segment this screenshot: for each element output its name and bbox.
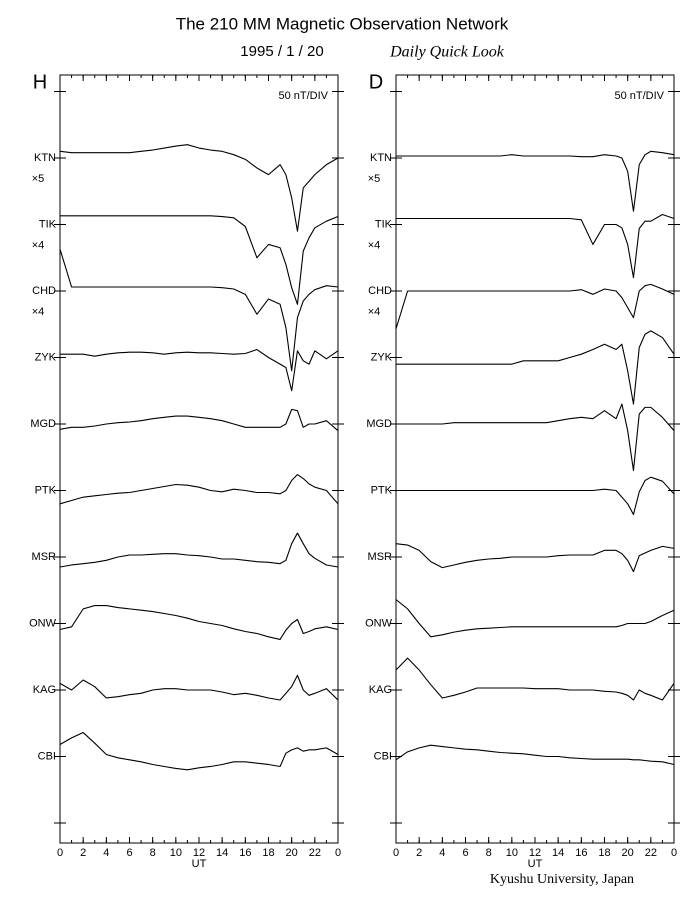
x-tick-label: 14 (216, 847, 228, 859)
x-tick-label: 0 (57, 847, 63, 859)
x-tick-label: 20 (286, 847, 298, 859)
station-label: CHD (368, 285, 392, 297)
scale-label: ×4 (32, 306, 45, 318)
trace (395, 543, 675, 573)
station-label: KAG (369, 684, 392, 696)
station-label: TIK (375, 218, 393, 230)
station-label: MSR (32, 551, 57, 563)
trace (59, 532, 339, 568)
station-label: MGD (366, 418, 392, 430)
station-label: PTK (371, 484, 393, 496)
trace (396, 330, 675, 405)
station-label: KAG (33, 684, 56, 696)
x-axis-label: UT (528, 858, 543, 870)
panel-label: H (33, 71, 47, 93)
subtitle: Daily Quick Look (389, 44, 505, 61)
date: 1995 / 1 / 20 (240, 43, 323, 60)
station-label: CHD (32, 285, 56, 297)
x-tick-label: 0 (335, 847, 341, 859)
x-tick-label: 14 (552, 847, 564, 859)
x-tick-label: 0 (671, 847, 677, 859)
x-tick-label: 2 (80, 847, 86, 859)
x-tick-label: 8 (486, 847, 492, 859)
scale-label: ×5 (368, 173, 381, 185)
scale-label: ×5 (32, 173, 45, 185)
footer: Kyushu University, Japan (490, 872, 634, 887)
trace (59, 674, 339, 701)
station-label: MSR (368, 551, 393, 563)
station-label: TIK (39, 218, 57, 230)
station-label: ONW (365, 617, 393, 629)
x-tick-label: 16 (575, 847, 587, 859)
trace (395, 744, 675, 766)
scale-note: 50 nT/DIV (614, 90, 664, 102)
x-tick-label: 18 (598, 847, 610, 859)
trace (396, 213, 675, 279)
scale-label: ×4 (32, 239, 45, 251)
trace (396, 403, 675, 472)
station-label: CBI (374, 750, 392, 762)
x-tick-label: 0 (393, 847, 399, 859)
x-tick-label: 8 (150, 847, 156, 859)
scale-note: 50 nT/DIV (278, 90, 328, 102)
station-label: PTK (35, 484, 57, 496)
trace (60, 348, 339, 392)
x-tick-label: 12 (529, 847, 541, 859)
x-tick-label: 10 (506, 847, 518, 859)
station-label: ONW (29, 617, 57, 629)
trace (59, 473, 339, 505)
station-label: CBI (38, 750, 56, 762)
trace (59, 144, 339, 232)
x-tick-label: 22 (645, 847, 657, 859)
x-tick-label: 4 (103, 847, 109, 859)
trace (395, 283, 675, 330)
trace (59, 732, 339, 771)
x-tick-label: 6 (462, 847, 468, 859)
trace (395, 599, 675, 638)
trace (396, 476, 675, 515)
x-tick-label: 10 (170, 847, 182, 859)
page-title: The 210 MM Magnetic Observation Network (176, 14, 509, 33)
trace (396, 150, 675, 212)
x-tick-label: 12 (193, 847, 205, 859)
x-tick-label: 22 (309, 847, 321, 859)
x-tick-label: 18 (262, 847, 274, 859)
trace (59, 408, 339, 432)
trace (59, 604, 339, 641)
station-label: KTN (370, 152, 392, 164)
trace (59, 248, 339, 372)
trace (60, 215, 339, 305)
panel-label: D (369, 71, 383, 93)
scale-label: ×4 (368, 239, 381, 251)
x-tick-label: 4 (439, 847, 445, 859)
x-tick-label: 20 (622, 847, 634, 859)
station-label: KTN (34, 152, 56, 164)
x-tick-label: 2 (416, 847, 422, 859)
station-label: ZYK (371, 351, 393, 363)
station-label: MGD (30, 418, 56, 430)
x-tick-label: 6 (126, 847, 132, 859)
station-label: ZYK (35, 351, 57, 363)
x-tick-label: 16 (239, 847, 251, 859)
trace (395, 657, 675, 701)
x-axis-label: UT (192, 858, 207, 870)
scale-label: ×4 (368, 306, 381, 318)
